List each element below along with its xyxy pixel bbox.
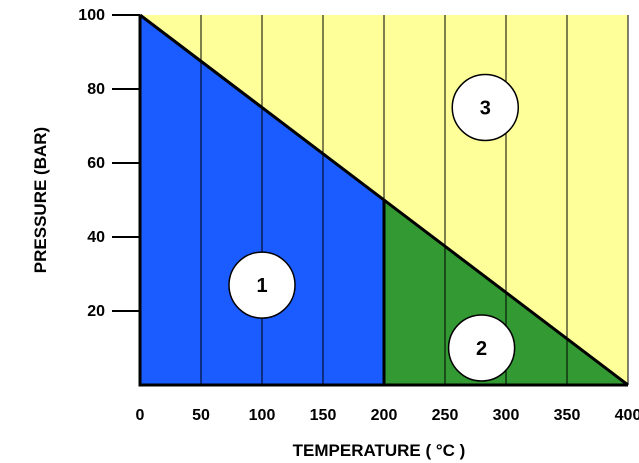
x-tick-label: 150: [310, 407, 337, 424]
region-3-label: 3: [480, 98, 491, 120]
y-tick-label: 80: [87, 81, 105, 98]
y-tick-label: 40: [87, 229, 105, 246]
y-tick-label: 100: [78, 7, 105, 24]
x-tick-label: 400: [615, 407, 639, 424]
y-tick-label: 60: [87, 155, 105, 172]
y-tick-label: 20: [87, 303, 105, 320]
region-2-label: 2: [476, 338, 487, 360]
x-tick-label: 200: [371, 407, 398, 424]
region-2-marker-circle: [447, 314, 516, 382]
x-tick-label: 0: [136, 407, 145, 424]
plot-area: 1 2 3: [139, 13, 629, 387]
region-3-marker-circle: [451, 73, 520, 142]
x-tick-label: 100: [249, 407, 276, 424]
x-tick-label: 300: [493, 407, 520, 424]
x-tick-label: 350: [554, 407, 581, 424]
x-tick-label: 50: [192, 407, 210, 424]
region-1-label: 1: [256, 275, 267, 297]
x-tick-label: 250: [432, 407, 459, 424]
region-1-marker-circle: [228, 251, 296, 319]
y-axis-title: PRESSURE (BAR): [31, 127, 50, 273]
axes: 20 40 60 80 100 0 50 100 150 200 250 300 350 400: [78, 7, 639, 424]
x-axis-title: TEMPERATURE ( °C ): [293, 441, 466, 460]
